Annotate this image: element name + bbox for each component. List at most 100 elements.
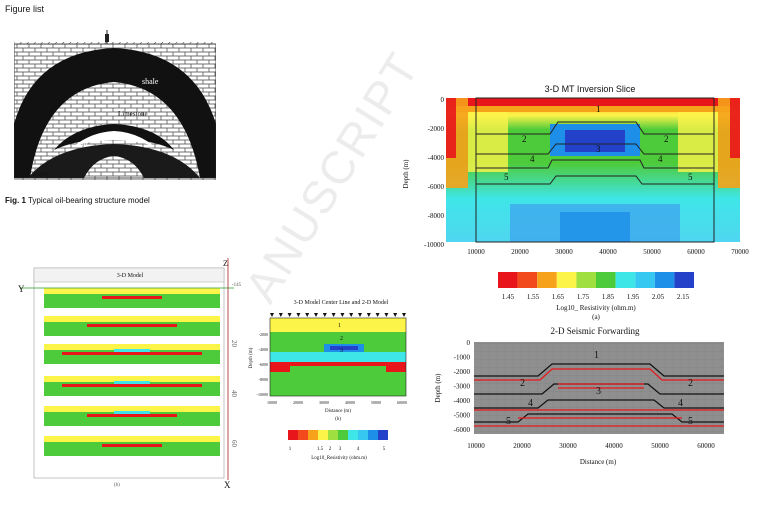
mt-zone-label: 2: [522, 134, 527, 144]
seismic-zone-label: 5: [688, 416, 693, 427]
model-slab-reservoir: [87, 324, 177, 327]
seismic-xtick: 10000: [467, 442, 485, 450]
figure-1-oil-structure: shale Limestone gas oil water: [13, 28, 217, 180]
mt-ytick: -6000: [428, 183, 445, 191]
center-colorbar-tick: 3: [339, 447, 342, 452]
center-colorbar-swatch: [368, 430, 378, 440]
mt-ytick: -4000: [428, 154, 445, 162]
model-slab-reservoir: [102, 444, 162, 447]
center-station-marker: [305, 313, 310, 317]
mt-zone-label: 5: [504, 172, 509, 182]
mt-colorbar-swatch: [635, 272, 655, 288]
center-colorbar-swatch: [378, 430, 388, 440]
label-oil: oil: [80, 140, 87, 148]
seismic-zone-label: 2: [688, 378, 693, 389]
center-ytick: -8000: [259, 377, 268, 382]
mt-colorbar-swatch: [576, 272, 596, 288]
model-slab-reservoir: [62, 384, 202, 387]
mt-panel-label: (a): [592, 313, 600, 321]
seismic-xtick: 40000: [605, 442, 623, 450]
center-station-marker: [358, 313, 362, 317]
mt-ytick: -2000: [428, 125, 445, 133]
center-ytick: -6000: [259, 362, 268, 367]
mt-xtick: 10000: [467, 248, 485, 256]
mt-xtick: 40000: [599, 248, 617, 256]
center-colorbar-tick: 2: [329, 447, 332, 452]
center-station-marker: [402, 313, 406, 317]
model-side-tick: 60: [230, 440, 238, 448]
center-ylabel: Depth (m): [249, 347, 254, 368]
model-slab-top: [44, 288, 220, 294]
seismic-xtick: 20000: [513, 442, 531, 450]
seismic-zone-label: 3: [596, 386, 601, 397]
center-xtick: 40000: [345, 400, 355, 405]
center-xtick: 20000: [293, 400, 303, 405]
seismic-xtick: 50000: [651, 442, 669, 450]
mt-ytick: -10000: [424, 241, 444, 249]
center-line-title: 3-D Model Center Line and 2-D Model: [293, 300, 389, 306]
mt-colorbar-swatch: [674, 272, 694, 288]
structure-illustration: shale Limestone gas oil water: [13, 30, 217, 180]
model-slab-reservoir: [62, 352, 202, 355]
center-station-marker: [331, 313, 336, 317]
center-colorbar-swatch: [298, 430, 308, 440]
center-station-marker: [349, 313, 354, 317]
mt-colorbar-swatch: [537, 272, 557, 288]
mt-xtick: 50000: [643, 248, 661, 256]
seismic-ytick: -5000: [454, 412, 471, 420]
seismic-chart: 0 -1000 -2000 -3000 -4000 -5000 -6000 10000 200…: [418, 336, 734, 476]
label-water: water: [32, 170, 48, 178]
mt-colorbar-tick: 2.15: [677, 293, 690, 301]
center-colorbar-label: Log10_Resistivity (ohm.m): [311, 456, 367, 461]
center-station-marker: [270, 313, 274, 317]
model-top-right-tick: -145: [232, 283, 242, 288]
center-station-marker: [393, 313, 398, 317]
center-station-marker: [278, 313, 283, 317]
model-slab-reservoir: [87, 414, 177, 417]
mt-ytick: -8000: [428, 212, 445, 220]
mt-xtick: 70000: [731, 248, 749, 256]
mt-colorbar-swatch: [654, 272, 675, 288]
mt-colorbar-swatch: [615, 272, 636, 288]
center-station-marker: [375, 313, 380, 317]
center-colorbar-swatch: [348, 430, 358, 440]
axis-x-label: X: [224, 480, 231, 488]
center-xtick: 10000: [267, 400, 277, 405]
center-colorbar: 1 1.5 2 3 4 5: [284, 430, 394, 456]
center-colorbar-swatch: [288, 430, 298, 440]
center-colorbar-tick: 1.5: [317, 447, 324, 452]
mt-colorbar-tick: 2.05: [652, 293, 665, 301]
center-colorbar-swatch: [358, 430, 368, 440]
center-zone-label: 1: [338, 323, 341, 329]
mt-slice-chart: 0 -2000 -4000 -6000 -8000 -10000 10000 20000 30…: [400, 94, 750, 262]
seismic-title: 2-D Seismic Forwarding: [550, 326, 640, 336]
seismic-ytick: -1000: [454, 354, 471, 362]
label-limestone: Limestone: [118, 110, 148, 118]
center-colorbar-tick: 4: [357, 447, 360, 452]
model-slab-gas: [114, 349, 150, 352]
mt-zone-label: 3: [596, 144, 601, 154]
center-station-marker: [322, 313, 327, 317]
model-slab-top: [44, 344, 220, 350]
seismic-ylabel: Depth (m): [434, 373, 442, 403]
model-panel-label: (b): [114, 483, 120, 488]
center-station-marker: [366, 313, 371, 317]
mt-colorbar-label: Log10_ Resistivity (ohm.m): [556, 304, 636, 312]
model-slab-gas: [114, 411, 150, 414]
center-station-marker: [314, 313, 318, 317]
seismic-ytick: -4000: [454, 397, 471, 405]
figure-1-caption-text: Typical oil-bearing structure model: [25, 196, 150, 205]
center-colorbar-swatch: [338, 430, 348, 440]
seismic-ytick: 0: [467, 339, 471, 347]
center-ytick: -4000: [259, 347, 268, 352]
seismic-zone-label: 4: [678, 398, 683, 409]
mt-colorbar-swatch: [498, 272, 518, 288]
mt-colorbar-swatch: [556, 272, 577, 288]
seismic-ytick: -2000: [454, 368, 471, 376]
seismic-zone-label: 4: [528, 398, 533, 409]
mt-xtick: 20000: [511, 248, 529, 256]
mt-colorbar-tick: 1.95: [627, 293, 640, 301]
model-slab-top: [44, 376, 220, 382]
seismic-xtick: 60000: [697, 442, 715, 450]
mt-slice-ylabel: Depth (m): [402, 159, 410, 189]
